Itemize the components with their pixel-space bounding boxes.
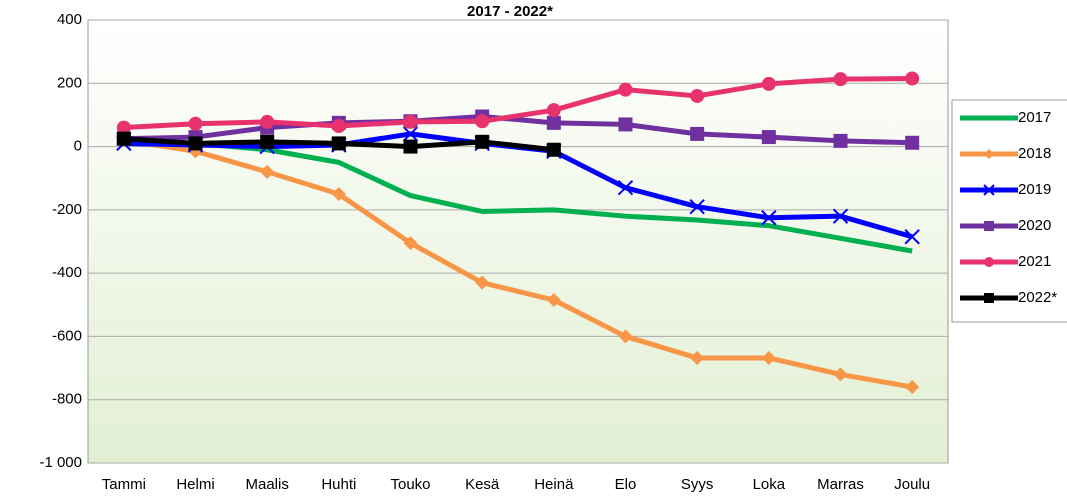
series-line	[123, 76, 913, 131]
y-tick-label: -400	[52, 264, 82, 281]
legend-marker	[984, 257, 994, 267]
marker	[403, 114, 418, 129]
marker	[761, 350, 776, 365]
chart-title: 2017 - 2022*	[467, 3, 553, 20]
marker	[689, 198, 705, 215]
y-tick-label: 400	[57, 11, 82, 28]
marker	[905, 71, 920, 86]
marker	[331, 187, 346, 202]
marker	[833, 72, 848, 87]
marker	[832, 208, 849, 224]
marker	[546, 293, 561, 308]
marker	[761, 130, 776, 145]
x-tick-label: Touko	[390, 476, 430, 493]
x-tick-label: Helmi	[176, 476, 214, 493]
x-tick-label: Marras	[817, 476, 864, 493]
legend-label: 2022*	[1018, 289, 1057, 306]
marker	[761, 76, 776, 91]
marker	[546, 142, 561, 157]
y-tick-label: 200	[57, 74, 82, 91]
x-tick-label: Syys	[681, 476, 714, 493]
marker	[116, 120, 131, 135]
marker	[403, 139, 418, 154]
marker	[260, 134, 275, 149]
marker	[618, 117, 633, 132]
x-tick-label: Loka	[753, 476, 786, 493]
y-tick-label: -1 000	[39, 454, 82, 471]
marker	[833, 367, 848, 382]
y-tick-label: -800	[52, 391, 82, 408]
x-tick-label: Huhti	[321, 476, 356, 493]
marker	[116, 131, 131, 146]
marker	[546, 103, 561, 118]
y-tick-label: -600	[52, 327, 82, 344]
x-tick-label: Tammi	[102, 476, 146, 493]
marker	[546, 115, 561, 130]
y-tick-label: -200	[52, 201, 82, 218]
marker	[331, 136, 346, 151]
legend-marker	[984, 221, 994, 231]
marker	[188, 136, 203, 151]
x-tick-label: Heinä	[534, 476, 574, 493]
legend-label: 2020	[1018, 217, 1051, 234]
legend-label: 2019	[1018, 181, 1051, 198]
x-tick-label: Elo	[615, 476, 637, 493]
series-line	[123, 114, 913, 146]
legend-label: 2018	[1018, 145, 1051, 162]
marker	[690, 350, 705, 365]
series-line	[123, 137, 913, 390]
legend-marker	[984, 293, 994, 303]
marker	[618, 329, 633, 344]
marker	[690, 126, 705, 141]
plot-area	[87, 19, 949, 464]
marker	[260, 164, 275, 179]
marker	[690, 88, 705, 103]
marker	[402, 126, 419, 142]
marker	[905, 380, 920, 395]
marker	[475, 134, 490, 149]
marker	[904, 229, 920, 245]
legend-marker	[984, 149, 994, 159]
x-tick-label: Kesä	[465, 476, 500, 493]
marker	[475, 275, 490, 290]
x-tick-label: Maalis	[245, 476, 288, 493]
marker	[188, 116, 203, 131]
marker	[905, 135, 920, 150]
marker	[331, 119, 346, 134]
marker	[618, 82, 633, 97]
marker	[475, 114, 490, 129]
x-tick-label: Joulu	[894, 476, 930, 493]
legend-label: 2021	[1018, 253, 1051, 270]
legend-label: 2017	[1018, 109, 1051, 126]
marker	[617, 179, 634, 196]
marker	[761, 210, 777, 226]
marker	[833, 133, 848, 148]
marker	[403, 236, 418, 251]
y-tick-label: 0	[74, 138, 82, 155]
marker	[260, 114, 275, 129]
legend-box	[951, 99, 1067, 323]
legend-marker	[983, 184, 995, 196]
